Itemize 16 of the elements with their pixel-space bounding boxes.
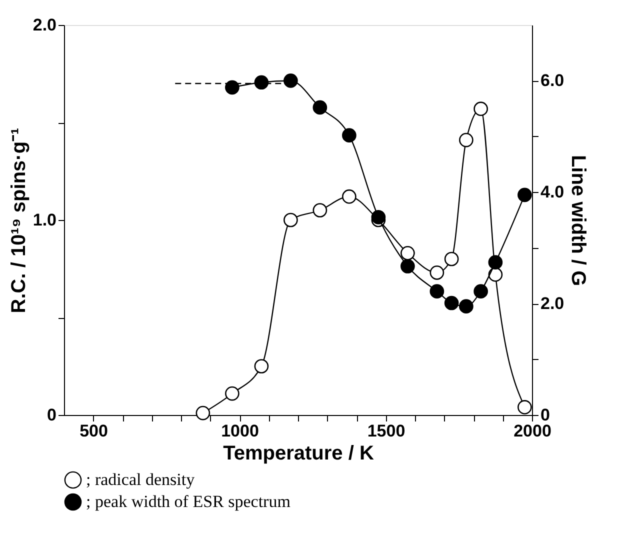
y2-tick-label: 4.0: [540, 182, 564, 202]
x-tick-label: 1000: [221, 422, 259, 440]
y-axis-title: R.C. / 10¹⁹ spins·g⁻¹: [8, 127, 30, 314]
y-tick-label: 1.0: [32, 210, 56, 230]
y-tick-label: 0: [47, 406, 56, 424]
y2-tick-label: 2.0: [540, 294, 564, 314]
legend-label: ; peak width of ESR spectrum: [86, 492, 290, 511]
y2-axis-title: Line width / G: [567, 154, 590, 286]
y2-tick-label: 0: [540, 406, 550, 424]
y2-tick-label: 6.0: [540, 71, 564, 90]
x-tick-label: 1500: [367, 422, 406, 440]
x-axis-title: Temperature / K: [223, 442, 374, 464]
legend-label: ; radical density: [86, 470, 196, 489]
y-tick-label: 2.0: [32, 16, 56, 34]
x-tick-label: 500: [80, 422, 108, 440]
x-tick-label: 2000: [514, 422, 552, 440]
